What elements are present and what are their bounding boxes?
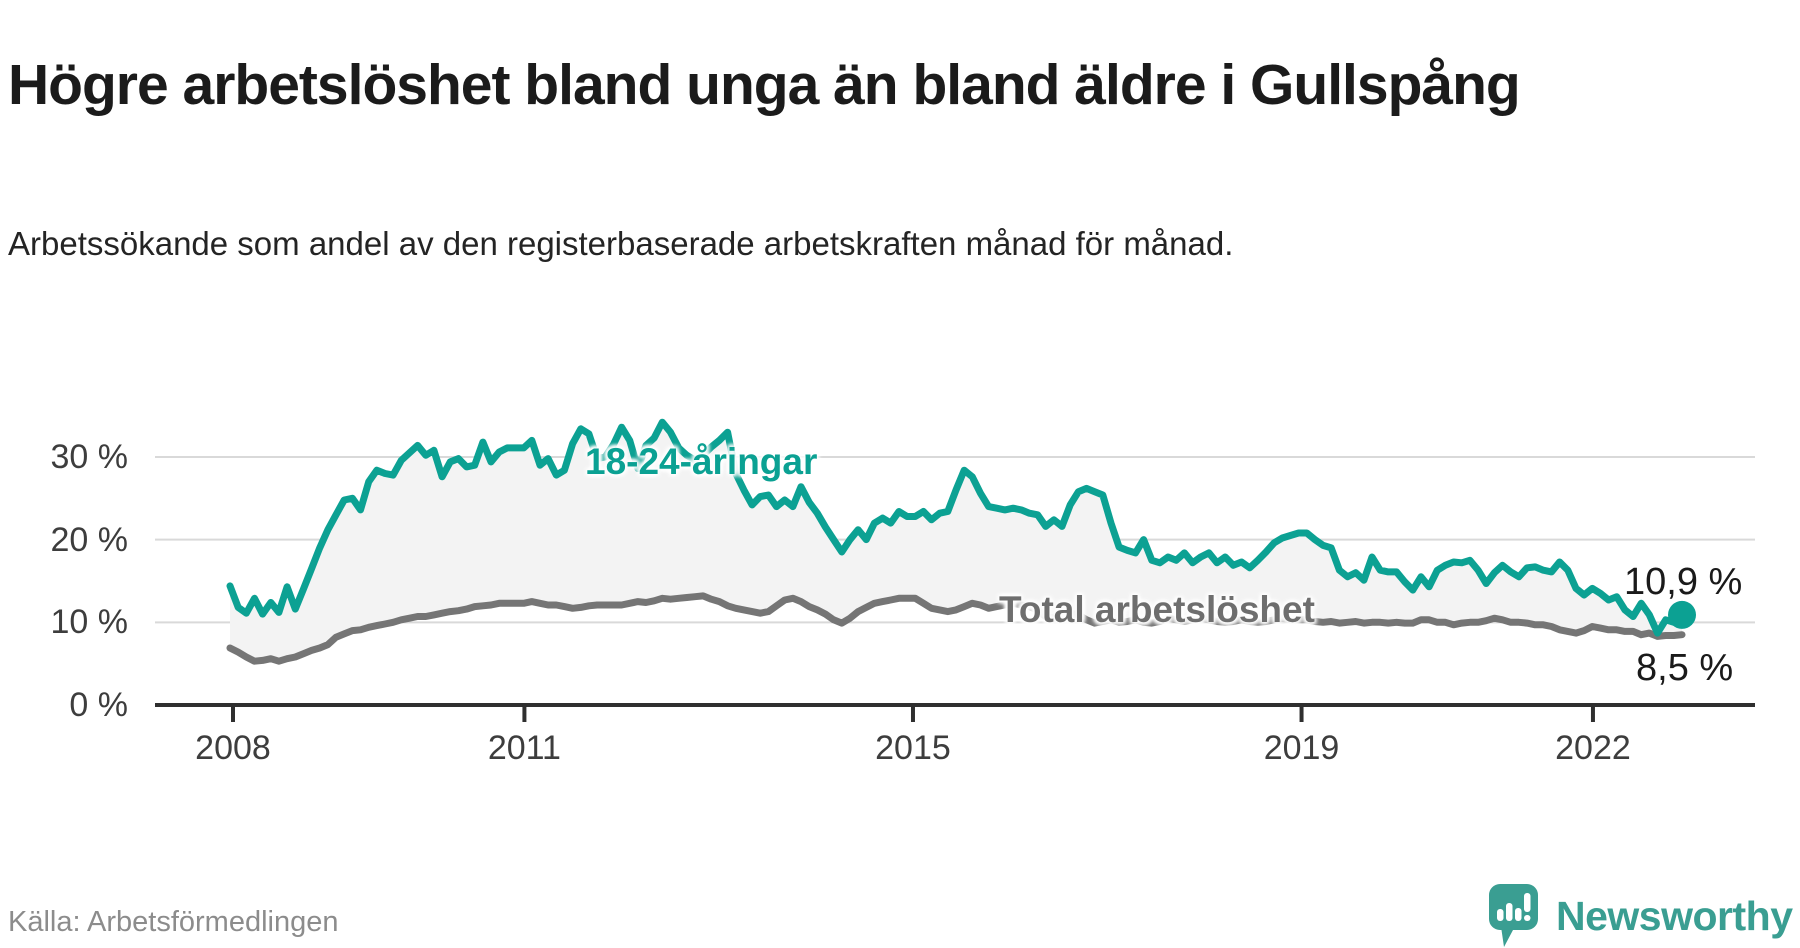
y-tick-label: 20 % bbox=[50, 520, 129, 559]
x-tick-label: 2008 bbox=[195, 729, 271, 767]
x-tick-label: 2011 bbox=[487, 729, 561, 767]
page-title: Högre arbetslöshet bland unga än bland ä… bbox=[8, 53, 1521, 118]
y-tick-label: 10 % bbox=[50, 603, 129, 642]
newsworthy-logo: Newsworthy bbox=[1489, 884, 1793, 947]
young-unemployment-line bbox=[226, 418, 1686, 637]
x-tick-label: 2019 bbox=[1263, 729, 1340, 767]
x-tick-label: 2022 bbox=[1555, 729, 1631, 767]
x-tick-label: 2015 bbox=[875, 729, 951, 767]
series-label-young: 18-24-åringar bbox=[585, 441, 818, 482]
series-label-total: Total arbetslöshet bbox=[999, 589, 1315, 630]
end-value-young: 10,9 % bbox=[1624, 561, 1743, 603]
newsworthy-logo-text: Newsworthy bbox=[1556, 892, 1793, 939]
newsworthy-logo-icon bbox=[1489, 884, 1538, 947]
y-tick-label: 0 % bbox=[69, 686, 128, 724]
area-between-series bbox=[230, 422, 1682, 662]
source-note: Källa: Arbetsförmedlingen bbox=[8, 906, 339, 938]
end-value-total: 8,5 % bbox=[1636, 647, 1734, 689]
page-subtitle: Arbetssökande som andel av den registerb… bbox=[8, 225, 1234, 262]
y-tick-label: 30 % bbox=[50, 437, 129, 476]
total-unemployment-line bbox=[226, 592, 1686, 665]
young-end-dot bbox=[1668, 600, 1696, 629]
